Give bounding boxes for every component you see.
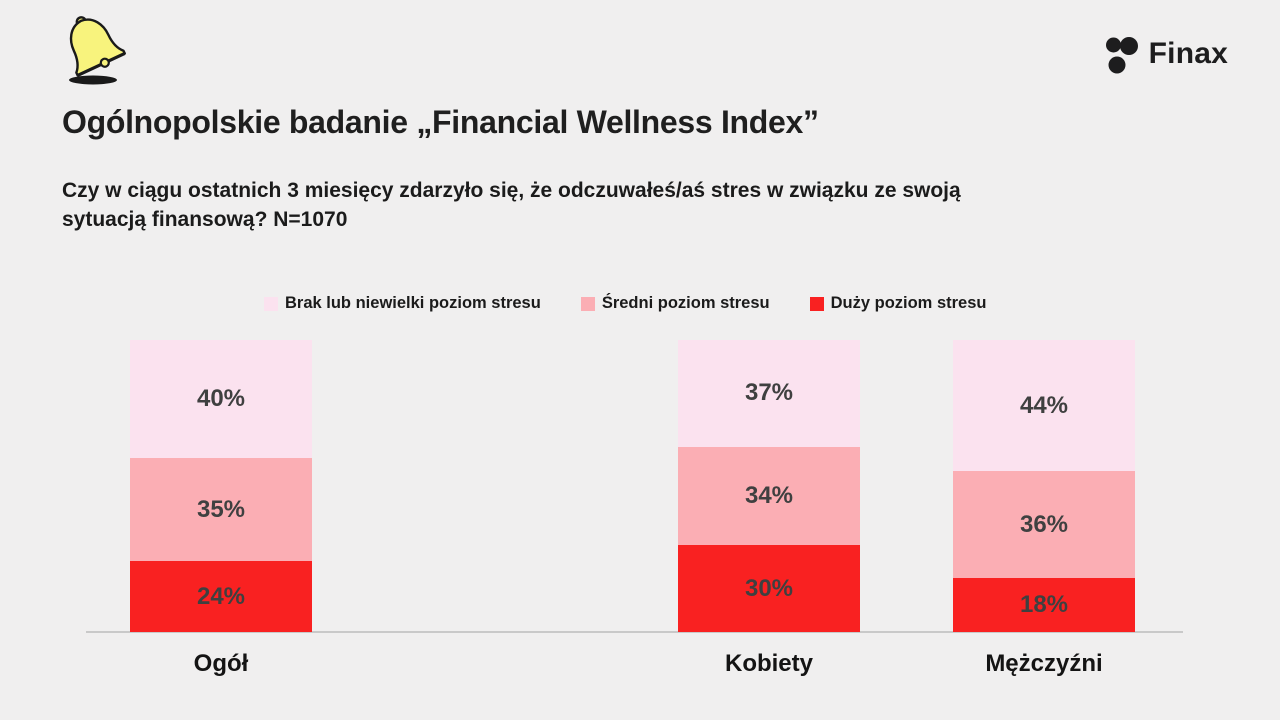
segment-value-label: 35% — [196, 495, 246, 523]
legend-label: Średni poziom stresu — [601, 294, 770, 312]
survey-question: Czy w ciągu ostatnich 3 miesięcy zdarzył… — [62, 176, 961, 234]
bar-segment: 34% — [678, 446, 860, 546]
chart-legend: Brak lub niewielki poziom stresu Średni … — [264, 294, 986, 313]
segment-value-label: 18% — [1019, 591, 1069, 619]
segment-value-label: 36% — [1019, 510, 1069, 538]
segment-value-label: 44% — [1019, 391, 1069, 419]
category-label: Kobiety — [724, 650, 813, 677]
bar-2: 37% 34% 30% — [678, 340, 860, 632]
finax-logo-text: Finax — [1148, 37, 1228, 70]
finax-logo: Finax — [1104, 32, 1228, 76]
bar-segment: 30% — [678, 545, 860, 632]
bar-segment: 24% — [130, 561, 312, 632]
bar-segment: 18% — [953, 578, 1135, 632]
segment-value-label: 40% — [196, 384, 246, 412]
bar-segment: 44% — [953, 340, 1135, 472]
legend-label: Duży poziom stresu — [830, 294, 987, 312]
legend-item-medium-stress: Średni poziom stresu — [580, 294, 770, 313]
legend-swatch-no-stress — [264, 296, 278, 311]
segment-value-label: 34% — [744, 482, 794, 510]
category-label: Ogół — [193, 650, 249, 677]
bar-segment: 35% — [130, 457, 312, 562]
finax-logo-icon — [1105, 37, 1138, 74]
legend-item-high-stress: Duży poziom stresu — [809, 294, 987, 313]
category-label: Mężczyźni — [985, 650, 1103, 677]
bell-shadow — [69, 75, 117, 85]
bar-3: 44% 36% 18% — [953, 340, 1135, 632]
x-axis-line — [86, 631, 1183, 633]
bar-segment: 40% — [130, 340, 312, 458]
survey-question-line-2: sytuacją finansową? N=1070 — [62, 208, 348, 231]
bar-segment: 37% — [678, 340, 860, 447]
bar-1: 40% 35% 24% — [130, 340, 312, 632]
segment-value-label: 37% — [744, 379, 794, 407]
page-title: Ogólnopolskie badanie „Financial Wellnes… — [62, 104, 819, 140]
legend-swatch-medium-stress — [580, 296, 595, 311]
legend-swatch-high-stress — [809, 296, 824, 311]
segment-value-label: 24% — [196, 582, 246, 610]
legend-item-no-stress: Brak lub niewielki poziom stresu — [264, 294, 541, 313]
bar-segment: 36% — [953, 471, 1135, 579]
bell-icon — [69, 16, 126, 85]
segment-value-label: 30% — [744, 574, 794, 602]
survey-question-line-1: Czy w ciągu ostatnich 3 miesięcy zdarzył… — [62, 179, 961, 202]
legend-label: Brak lub niewielki poziom stresu — [285, 294, 541, 312]
